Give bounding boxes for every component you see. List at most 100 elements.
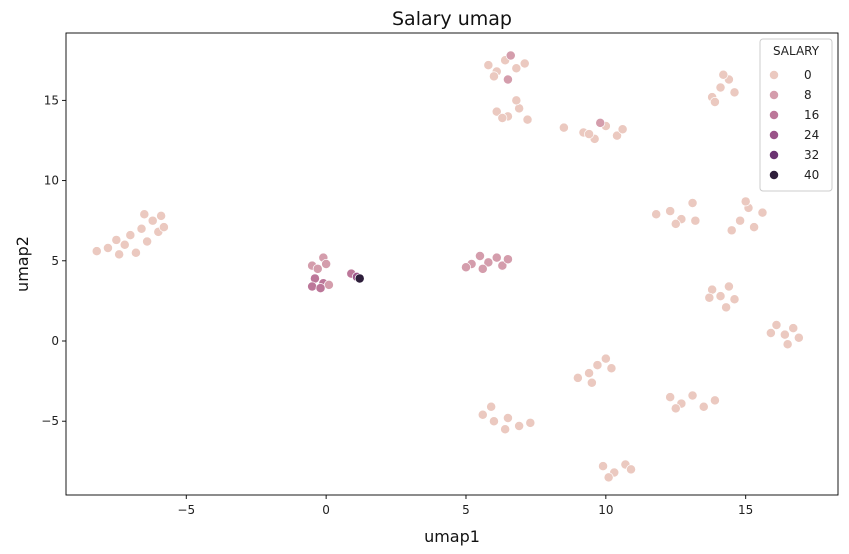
data-point xyxy=(514,421,525,431)
data-point xyxy=(321,259,332,269)
data-point xyxy=(142,236,153,247)
data-point xyxy=(136,223,147,234)
legend-label: 8 xyxy=(804,88,812,102)
data-point xyxy=(139,209,150,220)
points-layer xyxy=(91,50,804,483)
data-point xyxy=(312,263,323,274)
data-point xyxy=(323,279,334,290)
data-point xyxy=(156,210,167,221)
legend: SALARY 0 8 16 24 32 40 xyxy=(759,38,833,192)
y-tick-label: 5 xyxy=(51,254,59,268)
data-point xyxy=(497,260,508,271)
y-tick-label: −5 xyxy=(41,414,59,428)
y-axis-label: umap2 xyxy=(13,236,32,292)
data-point xyxy=(586,377,597,388)
data-point xyxy=(687,390,698,401)
data-point xyxy=(740,196,751,207)
data-point xyxy=(723,281,734,292)
legend-label: 16 xyxy=(804,108,819,122)
data-point xyxy=(558,122,569,133)
data-point xyxy=(119,239,130,250)
data-point xyxy=(525,417,536,428)
data-point xyxy=(502,254,513,265)
y-tick-label: 10 xyxy=(44,174,59,188)
legend-label: 24 xyxy=(804,128,819,142)
data-point xyxy=(511,63,522,74)
x-tick-label: 0 xyxy=(322,503,330,517)
data-point xyxy=(489,416,499,427)
data-point xyxy=(606,363,617,374)
data-point xyxy=(709,97,720,107)
y-tick-label: 0 xyxy=(51,334,59,348)
data-point xyxy=(91,246,102,257)
data-point xyxy=(477,263,488,274)
data-point xyxy=(114,249,125,260)
data-point xyxy=(651,209,662,220)
data-point xyxy=(782,339,793,350)
data-point xyxy=(612,130,622,141)
data-point xyxy=(698,401,709,412)
data-point xyxy=(483,257,494,268)
data-point xyxy=(130,247,141,258)
data-point xyxy=(718,69,729,80)
data-point xyxy=(307,281,318,292)
data-point xyxy=(491,106,502,117)
data-point xyxy=(670,218,681,229)
data-point xyxy=(483,60,494,71)
data-point xyxy=(497,113,508,123)
data-point xyxy=(709,395,720,406)
data-point xyxy=(749,222,760,233)
legend-entries: 0 8 16 24 32 40 xyxy=(769,68,819,182)
data-point xyxy=(687,198,698,208)
data-point xyxy=(477,409,488,420)
data-point xyxy=(584,368,595,379)
data-point xyxy=(489,71,499,82)
data-point xyxy=(600,353,611,364)
data-point xyxy=(502,413,513,423)
legend-label: 0 xyxy=(804,68,812,82)
data-point xyxy=(505,50,516,61)
data-point xyxy=(461,262,471,273)
legend-label: 40 xyxy=(804,168,819,182)
data-point xyxy=(502,74,513,85)
data-point xyxy=(584,129,595,140)
data-point xyxy=(735,215,746,226)
data-point xyxy=(158,222,169,233)
data-point xyxy=(715,82,726,93)
data-point xyxy=(626,464,636,475)
legend-marker xyxy=(769,90,779,100)
data-point xyxy=(690,215,701,226)
plot-frame xyxy=(65,32,839,496)
legend-marker xyxy=(769,110,779,120)
data-point xyxy=(726,225,737,236)
legend-title: SALARY xyxy=(773,44,820,58)
legend-marker xyxy=(769,150,779,160)
legend-marker xyxy=(769,130,779,140)
data-point xyxy=(572,372,583,383)
data-point xyxy=(715,291,726,302)
data-point xyxy=(793,332,804,343)
data-point xyxy=(519,58,530,69)
data-point xyxy=(757,207,768,218)
data-point xyxy=(603,472,614,483)
data-point xyxy=(771,320,782,330)
data-point xyxy=(315,283,326,294)
data-point xyxy=(598,461,608,472)
data-point xyxy=(147,215,158,226)
data-point xyxy=(125,230,136,241)
data-point xyxy=(729,294,740,305)
data-point xyxy=(511,95,522,106)
data-point xyxy=(500,424,511,435)
y-tick-label: 15 xyxy=(44,93,59,107)
x-tick-label: −5 xyxy=(177,503,195,517)
x-tick-label: 10 xyxy=(598,503,613,517)
x-tick-label: 15 xyxy=(738,503,753,517)
data-point xyxy=(103,243,113,253)
legend-marker xyxy=(769,70,779,80)
data-point xyxy=(779,329,790,340)
data-point xyxy=(721,302,732,313)
x-axis-label: umap1 xyxy=(424,527,480,546)
data-point xyxy=(595,117,606,128)
legend-label: 32 xyxy=(804,148,819,162)
data-point xyxy=(665,206,676,217)
